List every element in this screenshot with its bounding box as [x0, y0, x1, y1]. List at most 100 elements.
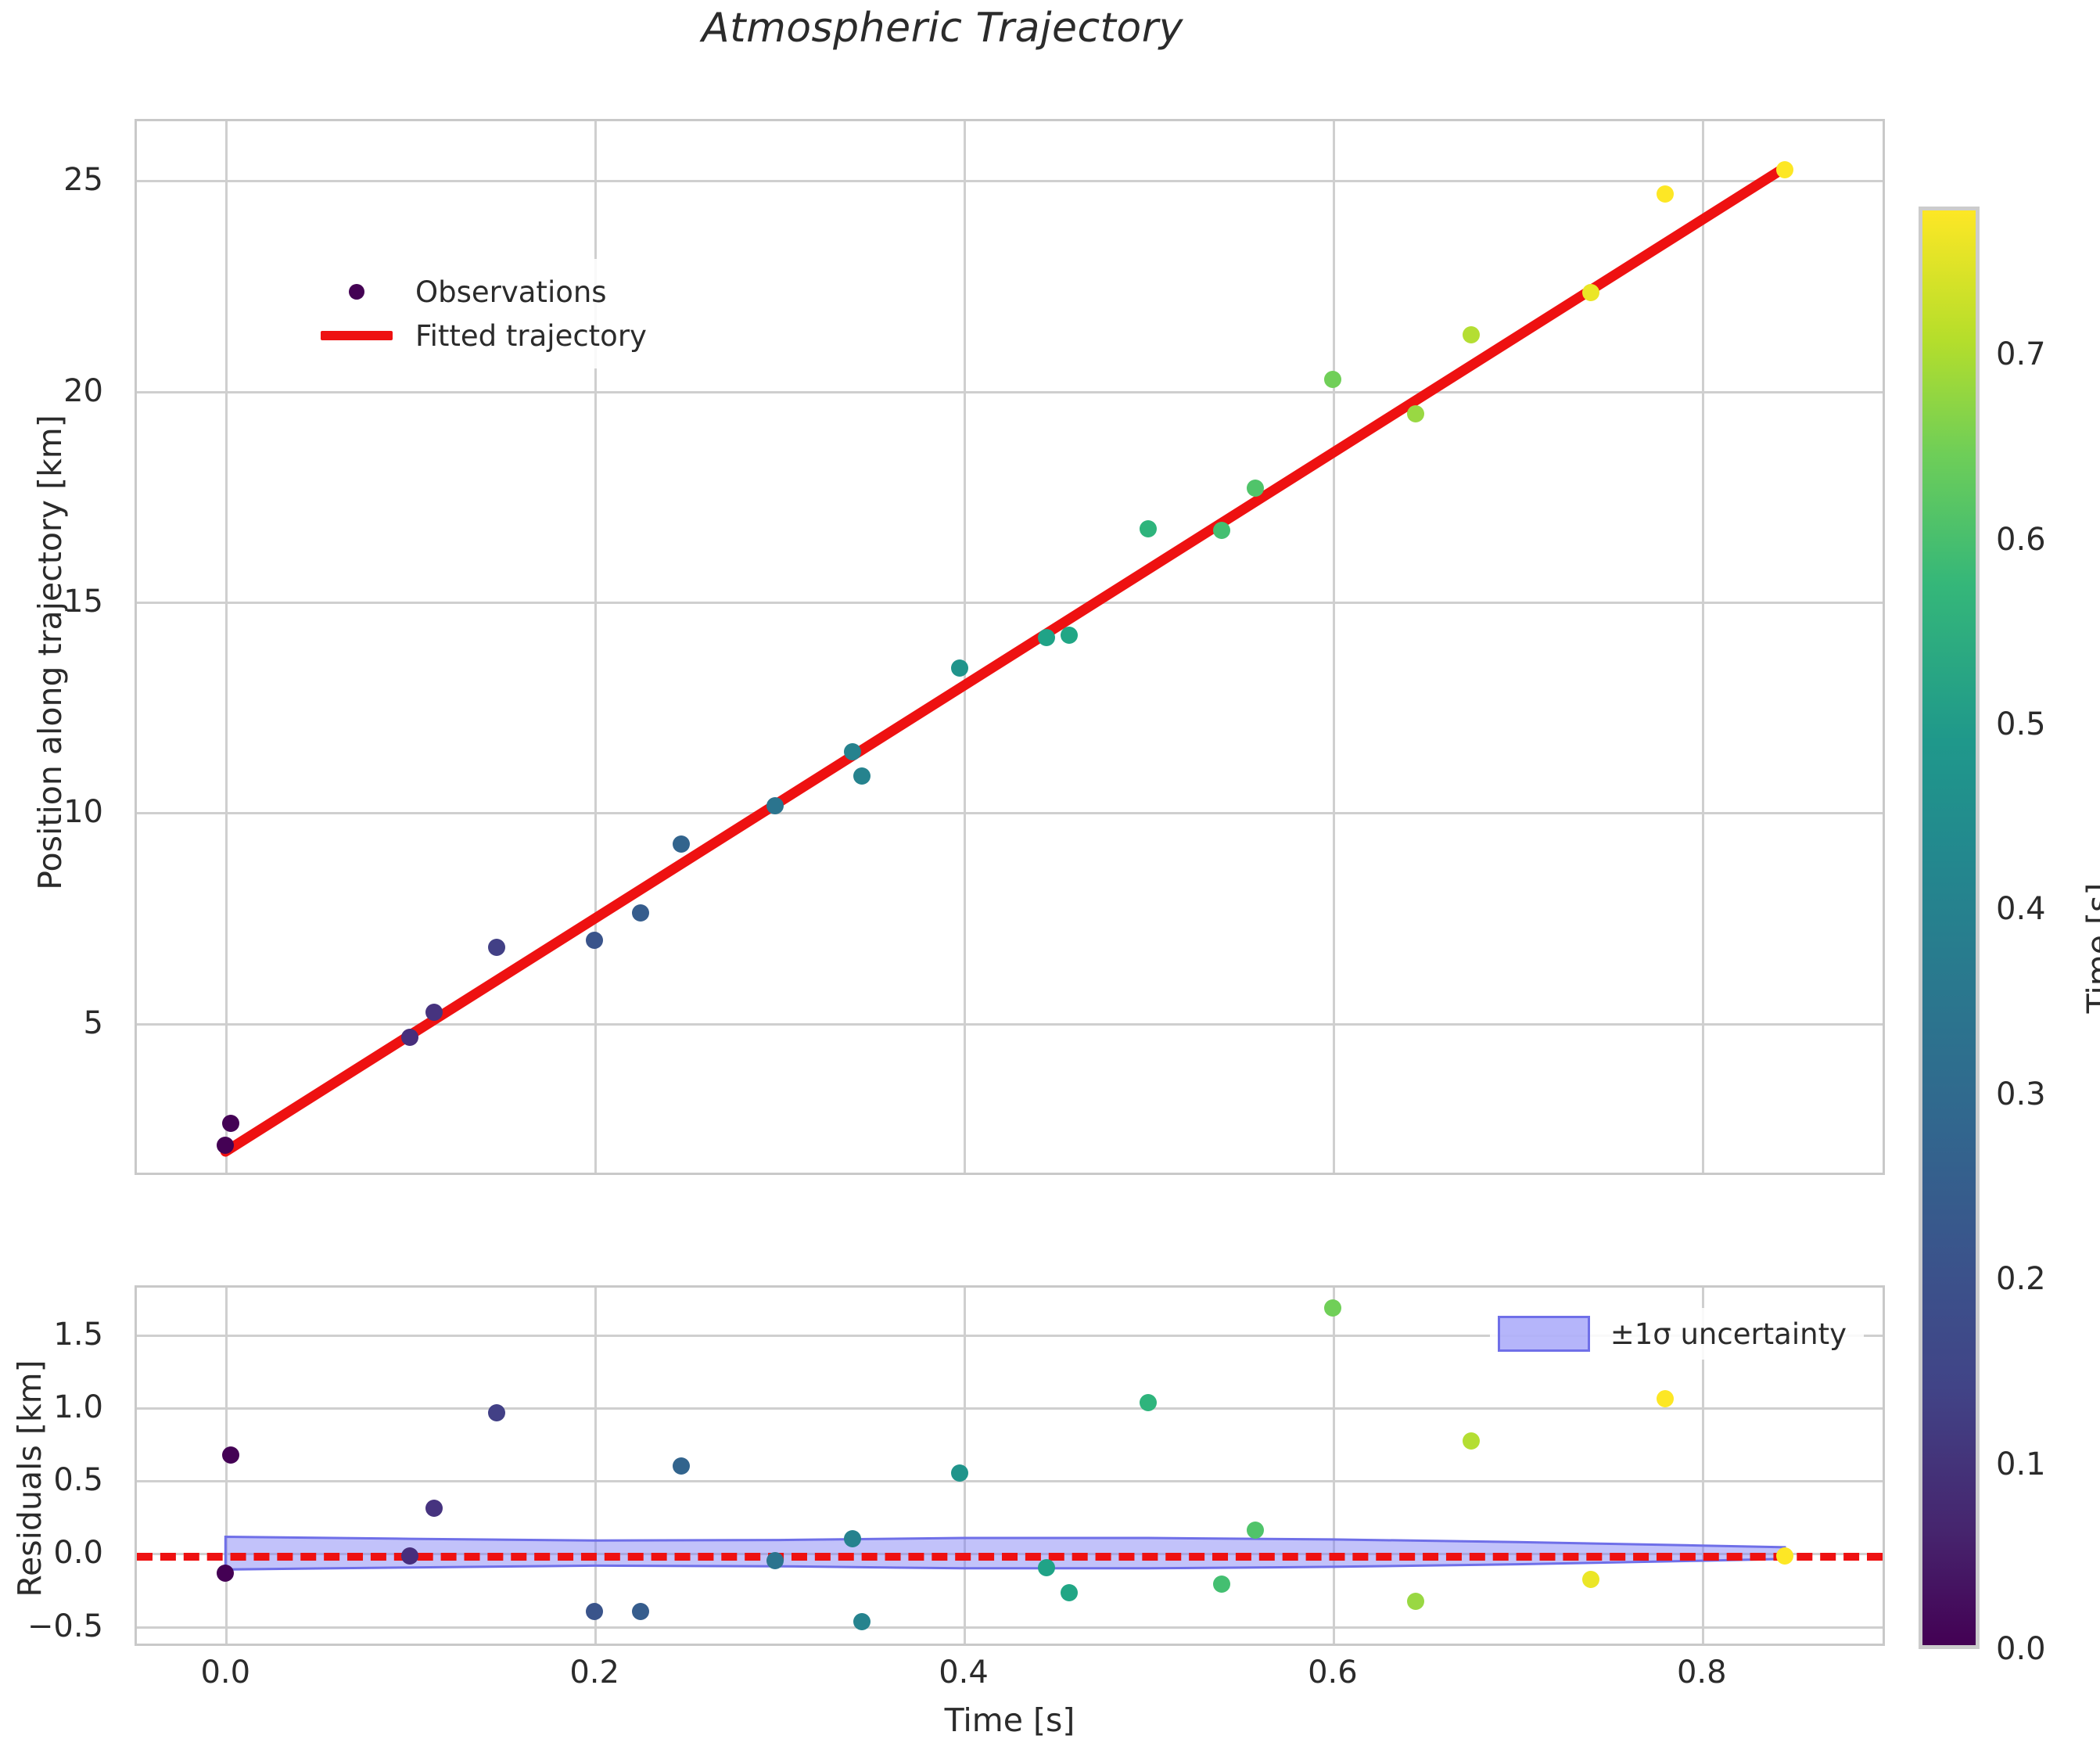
x-tick-label: 0.2 — [569, 1655, 619, 1691]
gridline-horizontal — [137, 602, 1883, 605]
data-point — [217, 1565, 235, 1583]
legend-entry-fitted-trajectory: Fitted trajectory — [298, 314, 647, 358]
colorbar-tick-label: 0.0 — [1996, 1631, 2046, 1667]
x-tick-label: 0.0 — [200, 1655, 251, 1691]
y-tick-label: 1.5 — [53, 1316, 103, 1353]
data-point — [222, 1114, 240, 1132]
data-point — [217, 1136, 235, 1154]
gridline-vertical — [964, 121, 966, 1173]
legend-label-uncertainty: ±1σ uncertainty — [1610, 1317, 1847, 1351]
colorbar-tick-label: 0.1 — [1996, 1446, 2046, 1482]
data-point — [1246, 479, 1264, 497]
data-point — [632, 1602, 650, 1620]
gridline-horizontal — [137, 180, 1883, 183]
data-point — [401, 1029, 419, 1047]
colorbar-tick-label: 0.3 — [1996, 1076, 2046, 1112]
gridline-vertical — [594, 1288, 598, 1644]
data-point — [425, 1499, 443, 1517]
gridline-horizontal — [137, 1407, 1883, 1410]
data-point — [1038, 629, 1056, 647]
y-tick-label: −0.5 — [27, 1608, 103, 1644]
data-point — [766, 796, 784, 814]
data-point — [1775, 160, 1793, 178]
colorbar-label: Time [s] — [2080, 882, 2100, 1014]
data-point — [1656, 1389, 1674, 1407]
colorbar-tick-label: 0.6 — [1996, 521, 2046, 558]
data-point — [853, 1613, 871, 1631]
gridline-horizontal — [137, 812, 1883, 815]
data-point — [1407, 1592, 1425, 1610]
data-point — [673, 835, 691, 853]
residuals-y-tick-labels: −0.5 0.0 0.5 1.0 1.5 — [0, 1285, 117, 1646]
data-point — [1462, 326, 1480, 344]
gridline-horizontal — [137, 1334, 1883, 1337]
data-point — [951, 659, 969, 677]
data-point — [222, 1446, 240, 1464]
residuals-plot-axes[interactable]: ±1σ uncertainty — [135, 1285, 1885, 1646]
data-point — [425, 1003, 443, 1021]
gridline-vertical — [1701, 1288, 1704, 1644]
main-y-tick-labels: 5 10 15 20 25 — [0, 119, 117, 1175]
data-point — [1582, 1570, 1600, 1588]
gridline-vertical — [1332, 1288, 1335, 1644]
x-tick-label: 0.8 — [1676, 1655, 1727, 1691]
data-point — [488, 939, 506, 957]
fitted-line-icon — [298, 331, 415, 340]
y-tick-label: 5 — [83, 1004, 103, 1041]
page-title: Atmospheric Trajectory — [702, 5, 1183, 52]
data-point — [1323, 371, 1341, 389]
residuals-plot-area — [137, 1288, 1883, 1644]
data-point — [1139, 1394, 1157, 1412]
data-point — [1407, 405, 1425, 423]
y-tick-label: 1.0 — [53, 1389, 103, 1425]
fitted-trajectory-line — [220, 162, 1790, 1157]
gridline-vertical — [225, 1288, 228, 1644]
colorbar[interactable] — [1919, 207, 1980, 1649]
y-tick-label: 0.0 — [53, 1535, 103, 1572]
data-point — [1323, 1299, 1341, 1317]
colorbar-tick-label: 0.2 — [1996, 1261, 2046, 1298]
data-point — [1775, 1547, 1793, 1565]
gridline-horizontal — [137, 390, 1883, 393]
main-legend: Observations Fitted trajectory — [290, 259, 667, 368]
data-point — [1060, 1583, 1078, 1601]
y-tick-label: 20 — [63, 372, 103, 409]
data-point — [632, 904, 650, 922]
legend-entry-observations: Observations — [298, 270, 647, 314]
colorbar-tick-label: 0.4 — [1996, 891, 2046, 928]
observations-marker-icon — [298, 284, 415, 300]
data-point — [1582, 284, 1600, 302]
gridline-horizontal — [137, 1480, 1883, 1483]
zero-reference-line — [137, 1553, 1883, 1561]
uncertainty-band-icon — [1497, 1316, 1590, 1352]
y-tick-label: 10 — [63, 794, 103, 831]
gridline-vertical — [1701, 121, 1704, 1173]
data-point — [1462, 1432, 1480, 1450]
data-point — [1139, 520, 1157, 538]
main-plot-area — [137, 121, 1883, 1173]
colorbar-tick-label: 0.7 — [1996, 336, 2046, 373]
residuals-y-axis-label: Residuals [km] — [11, 1360, 48, 1597]
data-point — [1656, 185, 1674, 203]
x-tick-label: 0.4 — [939, 1655, 989, 1691]
data-point — [586, 931, 604, 949]
gridline-horizontal — [137, 1626, 1883, 1629]
residuals-legend: ±1σ uncertainty — [1489, 1308, 1864, 1360]
y-tick-label: 0.5 — [53, 1462, 103, 1499]
data-point — [488, 1404, 506, 1422]
main-plot-axes[interactable]: Observations Fitted trajectory — [135, 119, 1885, 1175]
legend-label-observations: Observations — [415, 275, 607, 309]
x-axis-label: Time [s] — [944, 1701, 1075, 1739]
data-point — [586, 1602, 604, 1620]
y-tick-label: 25 — [63, 162, 103, 199]
gridline-vertical — [1332, 121, 1335, 1173]
data-point — [844, 1529, 862, 1547]
gridline-horizontal — [137, 1022, 1883, 1026]
data-point — [1246, 1521, 1264, 1539]
legend-label-fitted-trajectory: Fitted trajectory — [415, 318, 647, 353]
data-point — [401, 1547, 419, 1565]
x-tick-label: 0.6 — [1308, 1655, 1358, 1691]
data-point — [1038, 1559, 1056, 1577]
data-point — [844, 743, 862, 761]
